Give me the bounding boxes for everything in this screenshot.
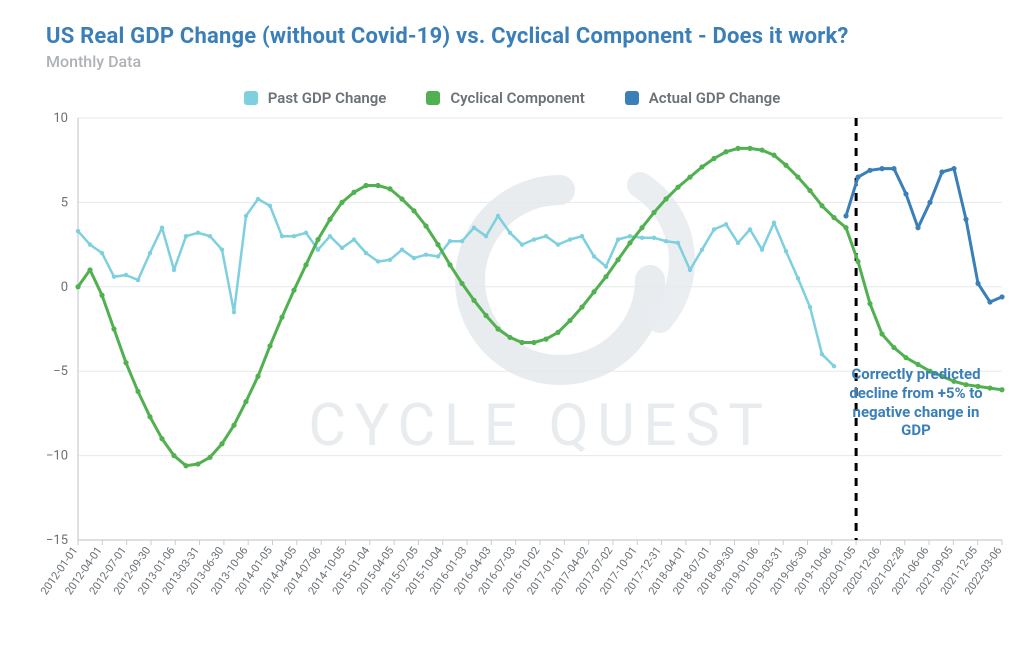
svg-text:CYCLE QUEST: CYCLE QUEST xyxy=(308,392,771,460)
svg-text:10: 10 xyxy=(53,111,68,126)
svg-text:−15: −15 xyxy=(46,533,68,548)
chart-plot: CYCLE QUEST−15−10−505102012-01-012012-04… xyxy=(0,0,1024,648)
chart-container: US Real GDP Change (without Covid-19) vs… xyxy=(0,0,1024,648)
annotation-text: Correctly predicteddecline from +5% tone… xyxy=(836,365,996,440)
svg-text:5: 5 xyxy=(61,195,68,210)
svg-text:0: 0 xyxy=(61,280,68,295)
svg-text:−5: −5 xyxy=(53,364,68,379)
svg-text:−10: −10 xyxy=(46,449,68,464)
